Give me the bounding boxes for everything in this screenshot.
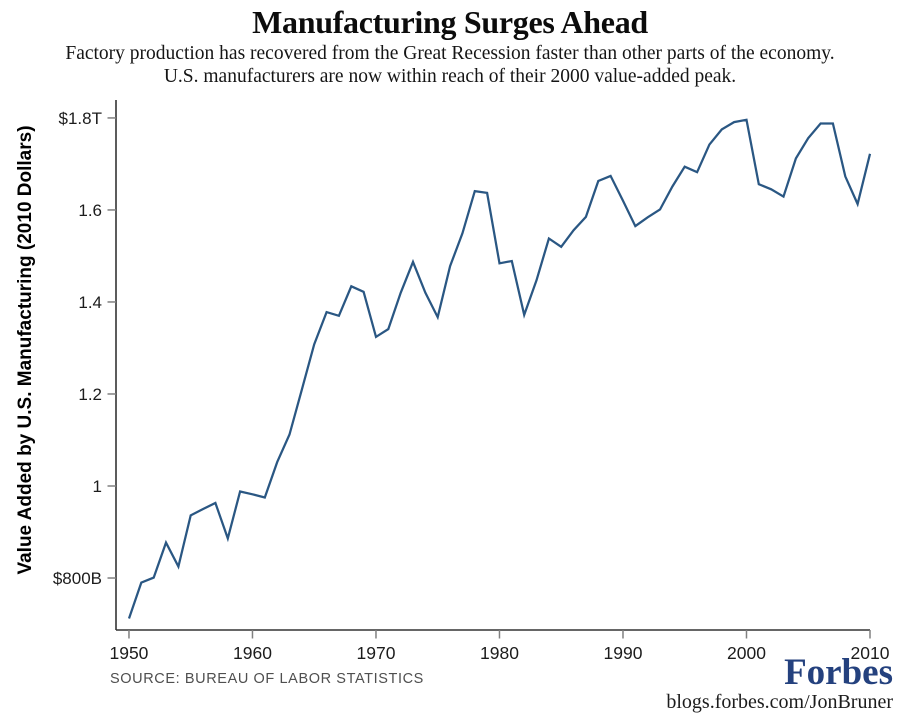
chart-subtitle: Factory production has recovered from th… bbox=[0, 43, 900, 88]
y-tick-label: 1.4 bbox=[78, 293, 102, 312]
x-tick-label: 1960 bbox=[233, 643, 272, 663]
x-tick-label: 1970 bbox=[357, 643, 396, 663]
y-tick-label: $1.8T bbox=[59, 109, 102, 128]
byline-url: blogs.forbes.com/JonBruner bbox=[666, 691, 893, 713]
y-tick-label: 1.2 bbox=[78, 385, 102, 404]
forbes-logo: Forbes bbox=[784, 652, 893, 693]
y-tick-label: $800B bbox=[53, 569, 102, 588]
chart-title: Manufacturing Surges Ahead bbox=[252, 4, 648, 40]
manufacturing-value-line bbox=[127, 118, 872, 619]
subtitle-line-2: U.S. manufacturers are now within reach … bbox=[163, 65, 737, 87]
subtitle-line-1: Factory production has recovered from th… bbox=[65, 43, 835, 64]
x-tick-label: 1990 bbox=[604, 643, 643, 663]
y-tick-label: 1.6 bbox=[78, 201, 102, 220]
x-tick-label: 1950 bbox=[109, 643, 148, 663]
y-tick-label: 1 bbox=[93, 477, 102, 496]
x-tick-label: 2000 bbox=[727, 643, 766, 663]
source-credit: SOURCE: BUREAU OF LABOR STATISTICS bbox=[110, 671, 424, 687]
x-tick-label: 1980 bbox=[480, 643, 519, 663]
x-tick-label: 2010 bbox=[851, 643, 890, 663]
